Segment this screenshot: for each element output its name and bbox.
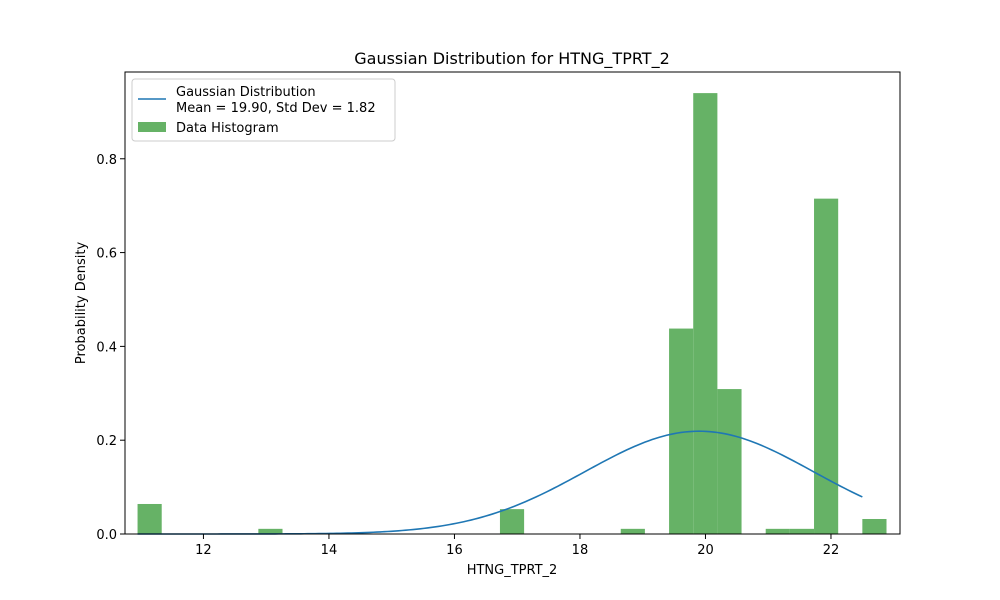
y-tick-label: 0.6 bbox=[96, 247, 117, 262]
y-tick-label: 0.4 bbox=[96, 340, 117, 355]
histogram-bar bbox=[789, 528, 815, 534]
histogram-bar bbox=[765, 528, 790, 534]
x-tick-label: 18 bbox=[572, 543, 589, 558]
legend-gaussian-label-line2: Mean = 19.90, Std Dev = 1.82 bbox=[176, 101, 376, 116]
histogram-bar bbox=[693, 93, 718, 534]
x-tick-label: 22 bbox=[823, 543, 840, 558]
histogram-bar bbox=[137, 503, 162, 534]
y-axis-label: Probability Density bbox=[74, 242, 89, 365]
histogram-bars bbox=[137, 93, 887, 534]
histogram-bar bbox=[258, 528, 283, 534]
histogram-bar bbox=[862, 518, 887, 534]
chart-title: Gaussian Distribution for HTNG_TPRT_2 bbox=[354, 49, 670, 69]
x-axis-label: HTNG_TPRT_2 bbox=[467, 563, 558, 578]
x-tick-label: 20 bbox=[697, 543, 714, 558]
legend-box bbox=[131, 78, 396, 142]
legend-histogram-label: Data Histogram bbox=[176, 121, 279, 136]
x-tick-label: 16 bbox=[446, 543, 463, 558]
legend: Gaussian Distribution Mean = 19.90, Std … bbox=[131, 78, 396, 142]
x-tick-label: 12 bbox=[195, 543, 212, 558]
legend-gaussian-label-line1: Gaussian Distribution bbox=[176, 85, 316, 100]
y-tick-label: 0.8 bbox=[96, 153, 117, 168]
x-axis-ticks: 12 14 16 18 20 22 bbox=[195, 534, 839, 558]
y-tick-label: 0.2 bbox=[96, 434, 117, 449]
y-tick-label: 0.0 bbox=[96, 528, 117, 543]
histogram-bar bbox=[620, 528, 645, 534]
y-axis-ticks: 0.0 0.2 0.4 0.6 0.8 bbox=[96, 153, 125, 543]
histogram-bar bbox=[717, 389, 742, 534]
histogram-bar bbox=[499, 509, 525, 534]
x-tick-label: 14 bbox=[321, 543, 338, 558]
plot-frame bbox=[124, 71, 901, 535]
legend-histogram-swatch bbox=[138, 122, 166, 132]
